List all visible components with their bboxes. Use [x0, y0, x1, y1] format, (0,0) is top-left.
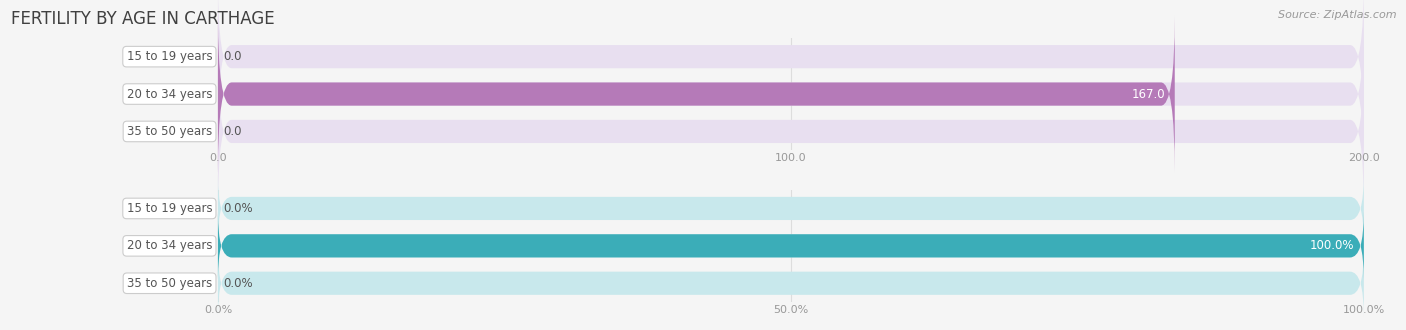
Text: 100.0%: 100.0% — [1310, 239, 1354, 252]
Text: 20 to 34 years: 20 to 34 years — [127, 87, 212, 101]
Text: 15 to 19 years: 15 to 19 years — [127, 50, 212, 63]
Text: 0.0: 0.0 — [224, 50, 242, 63]
Text: 0.0%: 0.0% — [224, 277, 253, 290]
Text: 35 to 50 years: 35 to 50 years — [127, 125, 212, 138]
FancyBboxPatch shape — [218, 213, 1364, 279]
FancyBboxPatch shape — [218, 175, 1364, 242]
Text: 167.0: 167.0 — [1132, 87, 1166, 101]
FancyBboxPatch shape — [218, 16, 1364, 172]
Text: 0.0: 0.0 — [224, 125, 242, 138]
Text: 35 to 50 years: 35 to 50 years — [127, 277, 212, 290]
Text: Source: ZipAtlas.com: Source: ZipAtlas.com — [1278, 10, 1396, 20]
Text: 20 to 34 years: 20 to 34 years — [127, 239, 212, 252]
FancyBboxPatch shape — [218, 0, 1364, 135]
Text: 15 to 19 years: 15 to 19 years — [127, 202, 212, 215]
FancyBboxPatch shape — [218, 213, 1364, 279]
Text: 0.0%: 0.0% — [224, 202, 253, 215]
FancyBboxPatch shape — [218, 53, 1364, 210]
Text: FERTILITY BY AGE IN CARTHAGE: FERTILITY BY AGE IN CARTHAGE — [11, 10, 276, 28]
FancyBboxPatch shape — [218, 16, 1175, 172]
FancyBboxPatch shape — [218, 250, 1364, 316]
